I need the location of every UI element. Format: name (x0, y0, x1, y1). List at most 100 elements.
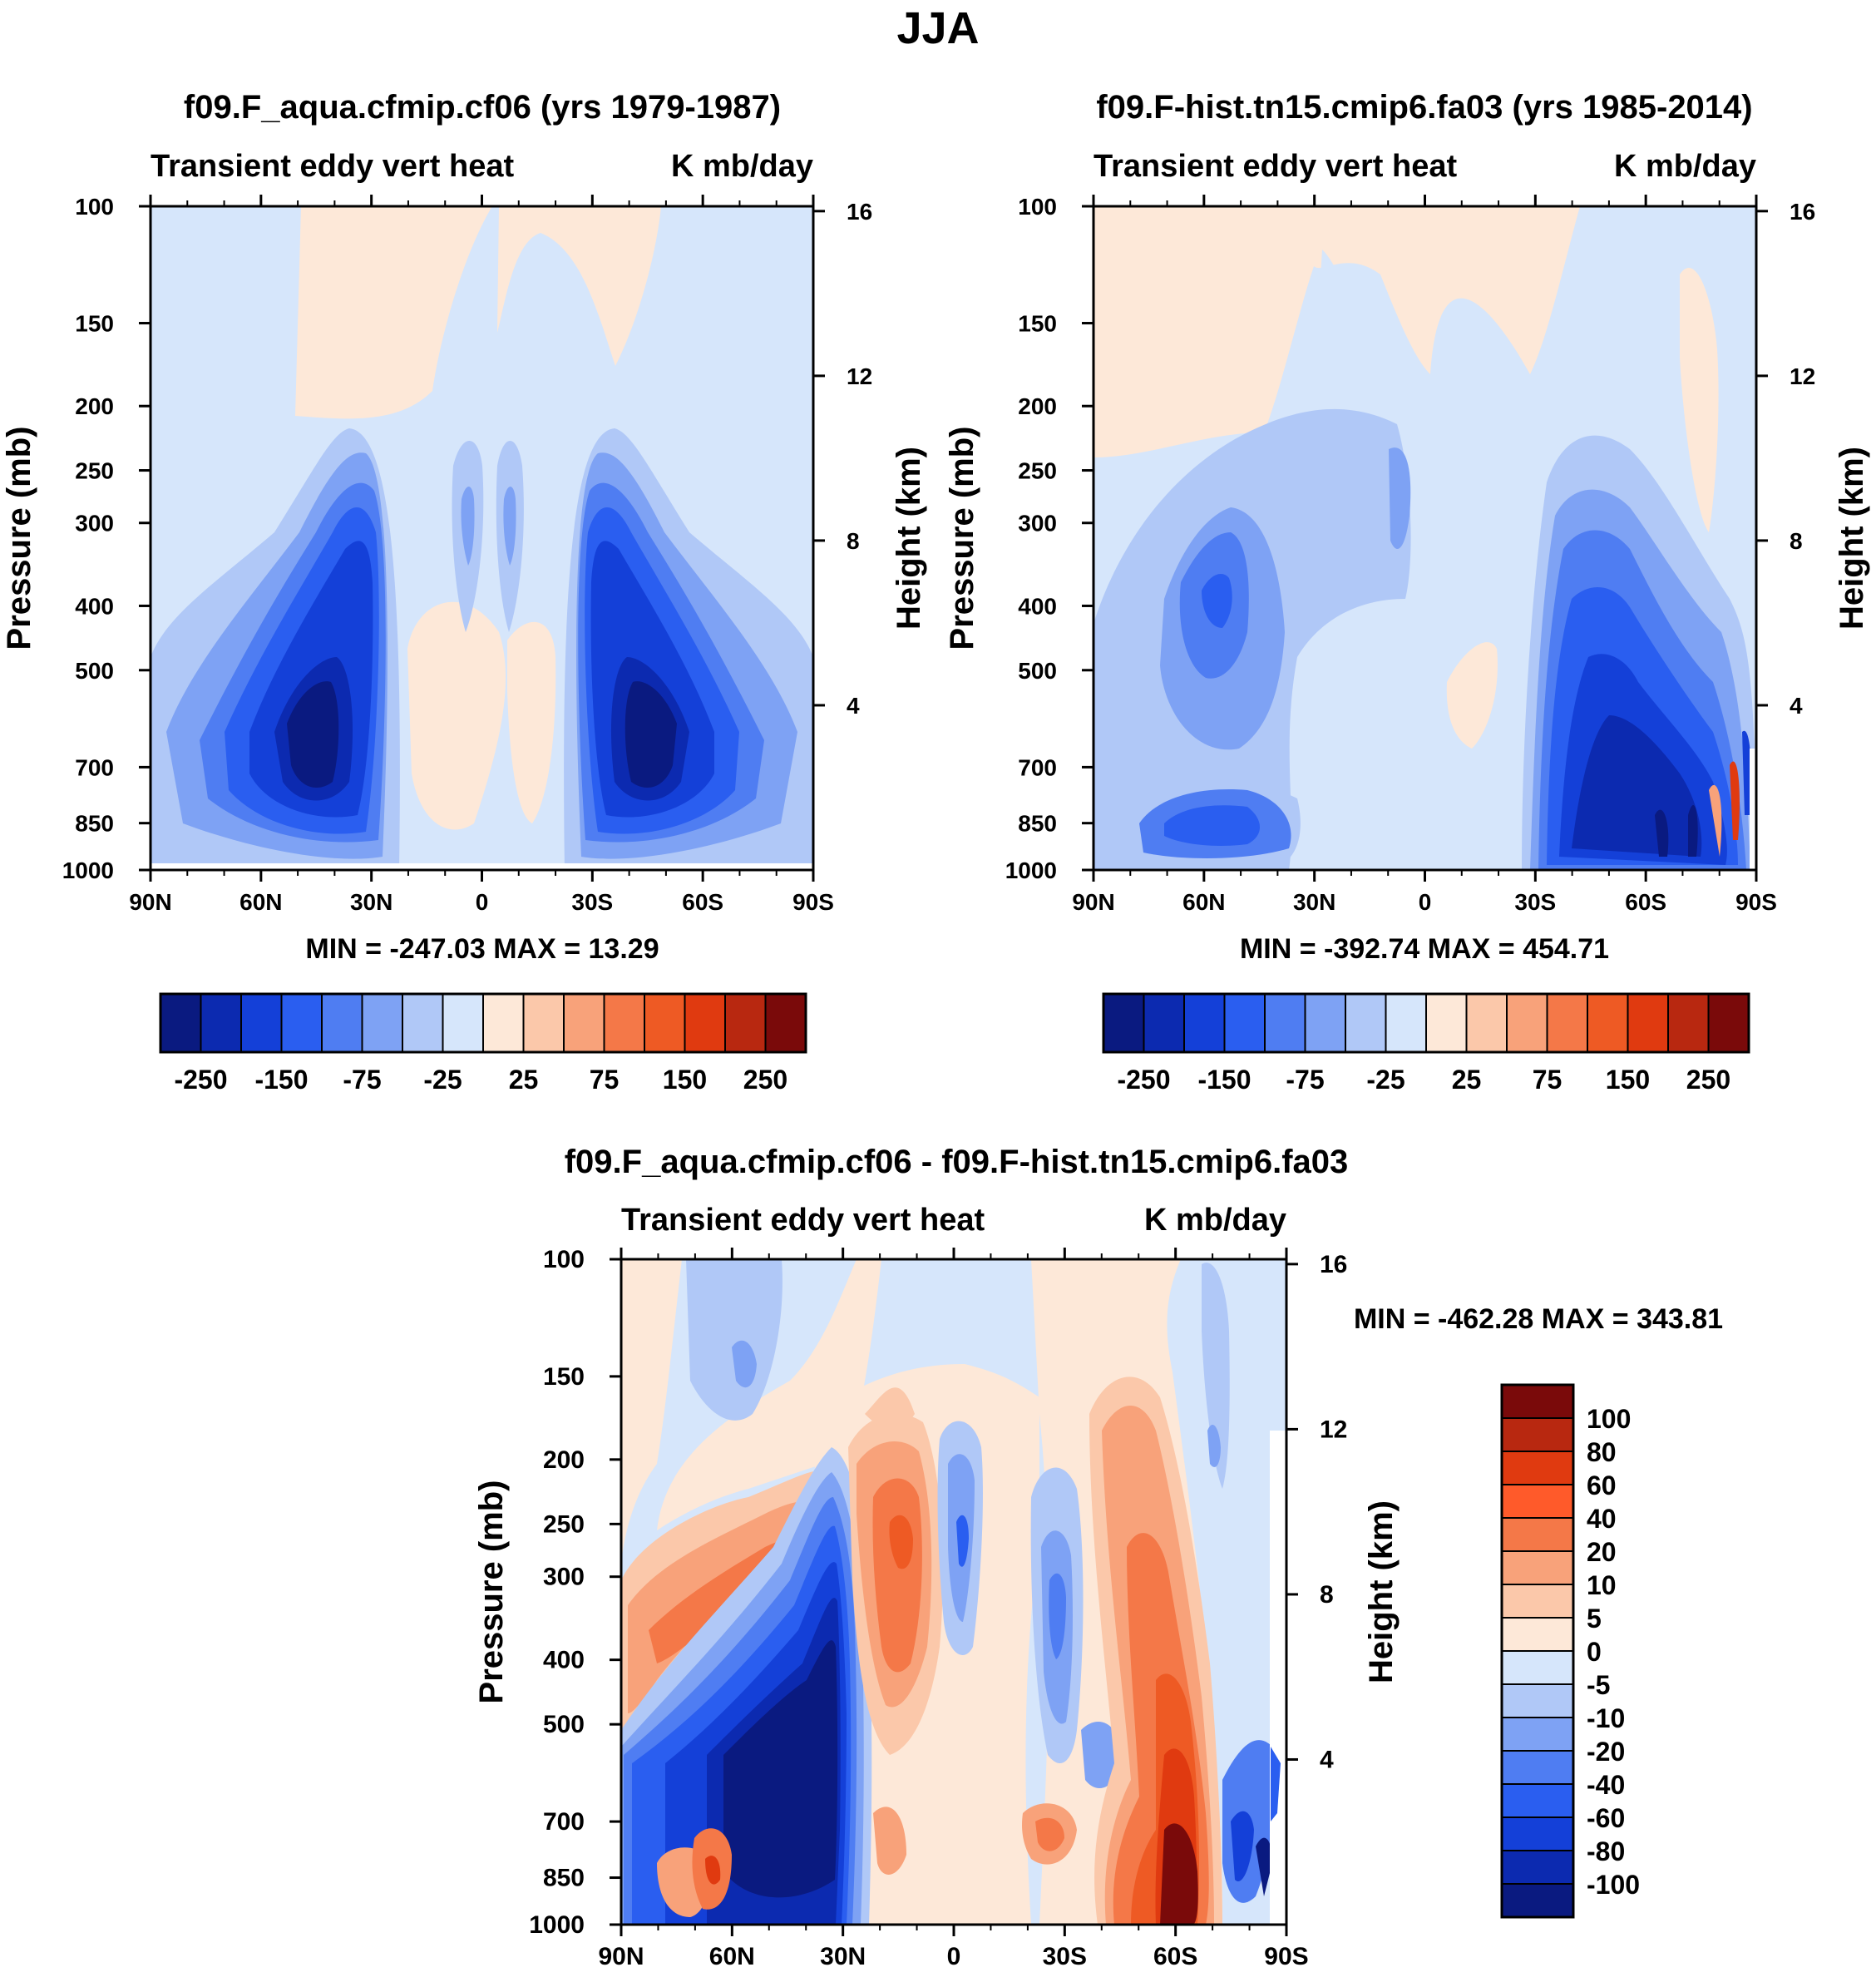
colorbar-box (1501, 1650, 1574, 1685)
panel-1: f09.F_aqua.cfmip.cf06 (yrs 1979-1987) Tr… (1, 89, 927, 1095)
panel-3-axes: 90N 60N 30N 0 30S 60S 90S 100 150 200 250 300 400 500… (529, 1246, 1347, 1970)
colorbar-box (361, 993, 403, 1053)
y-tick-label: 700 (75, 754, 114, 780)
colorbar-box (1501, 1484, 1574, 1519)
panel-2-contour-field (1094, 206, 1756, 870)
colorbar-box (1501, 1717, 1574, 1752)
panel-1-title: f09.F_aqua.cfmip.cf06 (yrs 1979-1987) (184, 89, 781, 126)
y-right-tick-label: 4 (847, 693, 860, 719)
colorbar-label: -5 (1587, 1670, 1610, 1700)
y-right-tick-label: 8 (1320, 1581, 1334, 1609)
panel-1-axes: 90N 60N 30N 0 30S 60S 90S 100 150 200 250 300 400 500… (62, 194, 872, 915)
colorbar-box (1501, 1883, 1574, 1918)
y-tick-label: 150 (75, 311, 114, 337)
colorbar-label: 40 (1587, 1504, 1617, 1534)
colorbar-box (1143, 993, 1185, 1053)
colorbar-box (1501, 1584, 1574, 1619)
colorbar-box (1667, 993, 1710, 1053)
panel-3-subtitle-right: K mb/day (1144, 1203, 1286, 1238)
colorbar-label: -80 (1587, 1836, 1625, 1866)
y-right-tick-label: 4 (1320, 1746, 1334, 1773)
colorbar-label: -20 (1587, 1737, 1625, 1767)
colorbar-box (1501, 1517, 1574, 1552)
colorbar-box (1587, 993, 1629, 1053)
panel-3-contour-field (621, 1259, 1286, 1925)
colorbar-label: -75 (343, 1065, 381, 1095)
colorbar-box (1183, 993, 1226, 1053)
y-right-tick-label: 8 (1790, 528, 1803, 554)
panel-2-y-label-right: Height (km) (1834, 447, 1870, 630)
x-tick-label: 90S (1735, 889, 1777, 915)
y-tick-label: 150 (1018, 311, 1057, 337)
y-tick-label: 500 (543, 1711, 585, 1738)
colorbar-box (1103, 993, 1145, 1053)
panel-1-contour-field (151, 206, 813, 870)
x-tick-label: 60S (682, 889, 723, 915)
colorbar-box (402, 993, 444, 1053)
y-right-tick-label: 16 (1790, 199, 1815, 225)
colorbar-box (764, 993, 807, 1053)
colorbar-label: -250 (1117, 1065, 1170, 1095)
panel-3-title: f09.F_aqua.cfmip.cf06 - f09.F-hist.tn15.… (565, 1144, 1349, 1180)
y-tick-label: 300 (75, 511, 114, 536)
y-tick-label: 850 (75, 811, 114, 837)
y-tick-label: 850 (1018, 811, 1057, 837)
y-right-tick-label: 16 (847, 199, 872, 225)
y-right-tick-label: 12 (847, 363, 872, 389)
colorbar-box (522, 993, 565, 1053)
panel-3: f09.F_aqua.cfmip.cf06 - f09.F-hist.tn15.… (473, 1144, 1723, 1970)
panel-3-min-max: MIN = -462.28 MAX = 343.81 (1354, 1303, 1723, 1335)
panel-2-y-label: Pressure (mb) (944, 427, 980, 650)
colorbar-label: -40 (1587, 1770, 1625, 1800)
colorbar-box (644, 993, 686, 1053)
colorbar-box (280, 993, 323, 1053)
x-tick-label: 90N (129, 889, 171, 915)
x-tick-label: 30N (350, 889, 392, 915)
colorbar-label: 250 (743, 1065, 787, 1095)
y-tick-label: 300 (1018, 511, 1057, 536)
y-tick-label: 100 (543, 1246, 585, 1273)
y-tick-label: 1000 (62, 858, 114, 883)
panel-1-subtitle-right: K mb/day (671, 149, 813, 184)
colorbar-label: 80 (1587, 1437, 1617, 1467)
colorbar-box (442, 993, 484, 1053)
y-tick-label: 400 (1018, 593, 1057, 619)
y-right-tick-label: 12 (1320, 1416, 1347, 1443)
x-tick-label: 90S (1264, 1943, 1308, 1970)
panel-2-subtitle-left: Transient eddy vert heat (1094, 149, 1457, 184)
colorbar-box (1264, 993, 1306, 1053)
panel-3-y-label: Pressure (mb) (473, 1480, 510, 1704)
colorbar-box (1501, 1451, 1574, 1485)
y-tick-label: 250 (1018, 458, 1057, 484)
colorbar-label: -250 (174, 1065, 227, 1095)
x-tick-label: 30S (1514, 889, 1556, 915)
x-tick-label: 60N (1182, 889, 1225, 915)
colorbar-box (1304, 993, 1346, 1053)
colorbar-label: 20 (1587, 1537, 1617, 1567)
y-tick-label: 400 (543, 1647, 585, 1674)
x-tick-label: 30S (1043, 1943, 1087, 1970)
y-right-tick-label: 12 (1790, 363, 1815, 389)
panel-1-y-label-right: Height (km) (891, 447, 927, 630)
y-tick-label: 700 (1018, 754, 1057, 780)
colorbar-label: 100 (1587, 1404, 1631, 1434)
colorbar-label: 10 (1587, 1570, 1617, 1600)
y-right-tick-label: 16 (1320, 1251, 1347, 1278)
colorbar-label: 25 (1452, 1065, 1482, 1095)
y-tick-label: 100 (75, 194, 114, 220)
colorbar-box (1501, 1550, 1574, 1585)
colorbar-label: 0 (1587, 1637, 1602, 1667)
y-tick-label: 500 (1018, 658, 1057, 684)
colorbar-box (1223, 993, 1266, 1053)
colorbar-box (482, 993, 525, 1053)
x-tick-label: 60N (709, 1943, 755, 1970)
y-tick-label: 300 (543, 1564, 585, 1591)
x-tick-label: 90N (1072, 889, 1114, 915)
colorbar-label: -25 (1366, 1065, 1405, 1095)
colorbar-box (1465, 993, 1508, 1053)
y-tick-label: 100 (1018, 194, 1057, 220)
y-tick-label: 200 (1018, 393, 1057, 419)
colorbar-box (724, 993, 767, 1053)
x-tick-label: 0 (1419, 889, 1432, 915)
